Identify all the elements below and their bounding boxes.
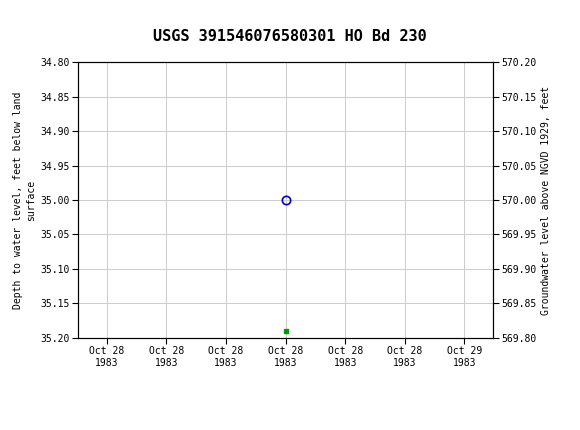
Y-axis label: Depth to water level, feet below land
surface: Depth to water level, feet below land su… [13, 91, 37, 309]
Text: USGS: USGS [60, 10, 124, 31]
Y-axis label: Groundwater level above NGVD 1929, feet: Groundwater level above NGVD 1929, feet [541, 86, 551, 314]
Text: USGS 391546076580301 HO Bd 230: USGS 391546076580301 HO Bd 230 [153, 29, 427, 44]
Legend: Period of approved data: Period of approved data [196, 428, 375, 430]
